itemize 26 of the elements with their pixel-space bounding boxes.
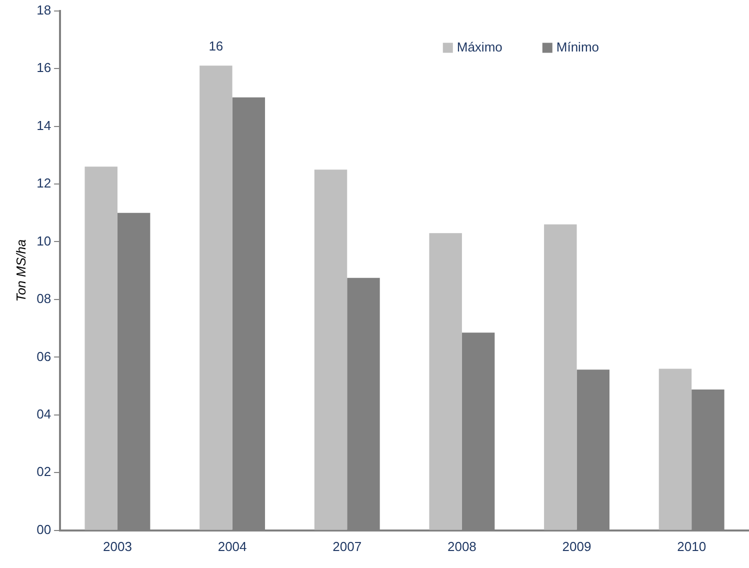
legend-label: Mínimo	[556, 39, 600, 54]
x-tick-label: 2007	[332, 538, 362, 554]
bar	[658, 368, 692, 530]
x-tick-label: 2008	[447, 538, 476, 554]
y-tick-label: 06	[36, 348, 52, 364]
y-tick-label: 00	[36, 522, 52, 537]
y-tick-label: 10	[36, 233, 52, 248]
y-tick-label: 18	[36, 2, 52, 18]
y-tick-label: 02	[36, 464, 52, 480]
legend-label: Máximo	[456, 39, 502, 54]
y-tick-label: 12	[36, 176, 52, 191]
y-axis-title: Ton MS/ha	[13, 239, 28, 302]
bar	[429, 233, 462, 530]
x-tick-label: 2009	[562, 538, 592, 554]
bar	[84, 166, 118, 530]
x-tick-label: 2010	[677, 538, 706, 554]
x-tick-label: 2004	[218, 538, 247, 554]
bar	[544, 224, 577, 530]
bar	[200, 66, 232, 530]
y-tick-label: 16	[36, 60, 52, 76]
bar	[314, 170, 348, 530]
data-label: 16	[208, 38, 224, 54]
y-tick-label: 08	[36, 291, 52, 306]
y-tick-label: 14	[36, 118, 52, 133]
y-tick-label: 04	[36, 406, 52, 422]
x-tick-label: 2003	[103, 538, 132, 554]
